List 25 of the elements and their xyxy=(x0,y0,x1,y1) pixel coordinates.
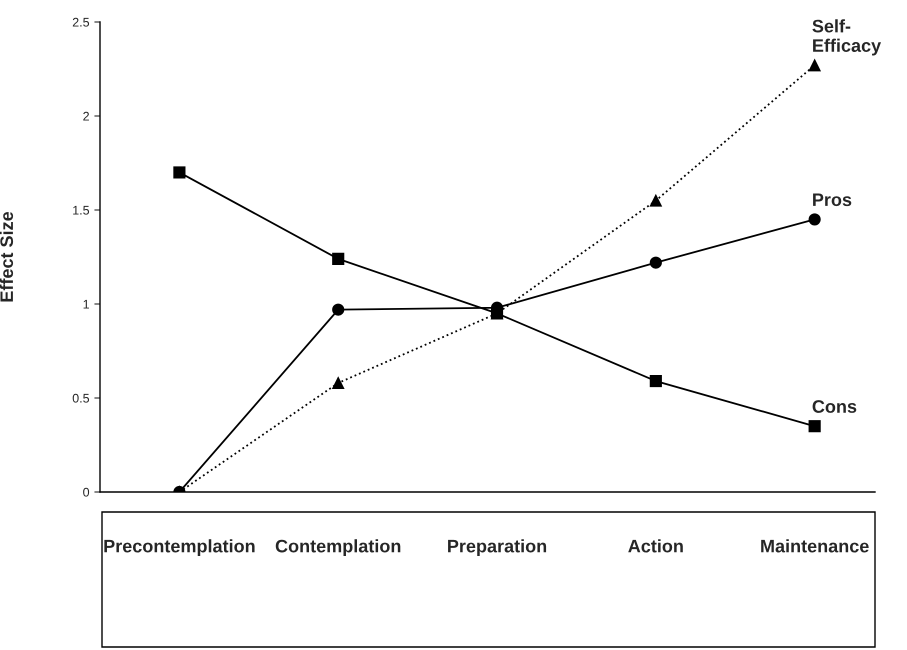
point xyxy=(332,252,344,265)
point xyxy=(650,256,662,269)
x-tick-label: Contemplation xyxy=(276,539,400,556)
series-label: Cons xyxy=(812,400,856,413)
point xyxy=(332,304,344,316)
point xyxy=(332,376,344,390)
y-tick-label: 2 xyxy=(83,112,89,121)
x-tick-label: Precontemplation xyxy=(104,539,255,556)
x-tick-label: Action xyxy=(628,539,683,552)
point xyxy=(808,59,821,72)
point xyxy=(650,375,662,388)
y-tick-label: 0 xyxy=(83,488,90,497)
x-tick-label: Maintenance xyxy=(761,539,869,552)
point xyxy=(173,166,186,178)
series-label: Self- Efficacy xyxy=(812,19,882,56)
y-tick-label: 2.5 xyxy=(72,18,90,27)
point xyxy=(650,194,662,207)
y-axis-title: Effect Size xyxy=(0,212,14,302)
y-tick-label: 1.5 xyxy=(73,206,90,215)
y-tick-label: 0.5 xyxy=(72,394,90,403)
x-tick-label: Preparation xyxy=(448,539,546,556)
point xyxy=(808,213,821,226)
point xyxy=(808,420,821,432)
y-tick-label: 1 xyxy=(84,300,89,309)
series-label: Pros xyxy=(813,194,852,206)
